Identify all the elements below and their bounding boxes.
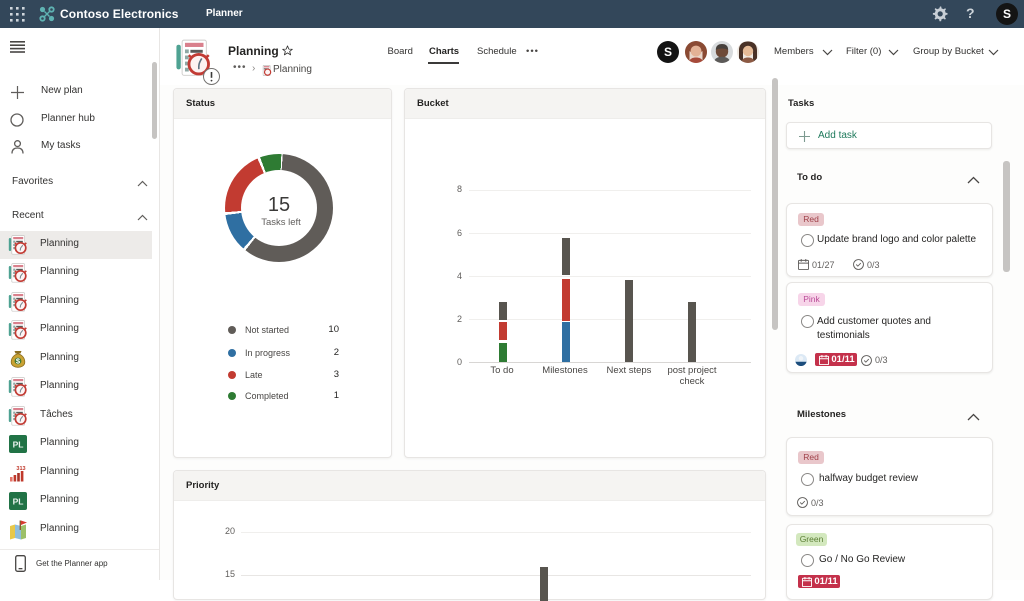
svg-text:$: $ bbox=[16, 356, 21, 365]
svg-text:PL: PL bbox=[13, 439, 24, 449]
svg-text:PL: PL bbox=[13, 496, 24, 506]
svg-text:313: 313 bbox=[16, 466, 25, 472]
